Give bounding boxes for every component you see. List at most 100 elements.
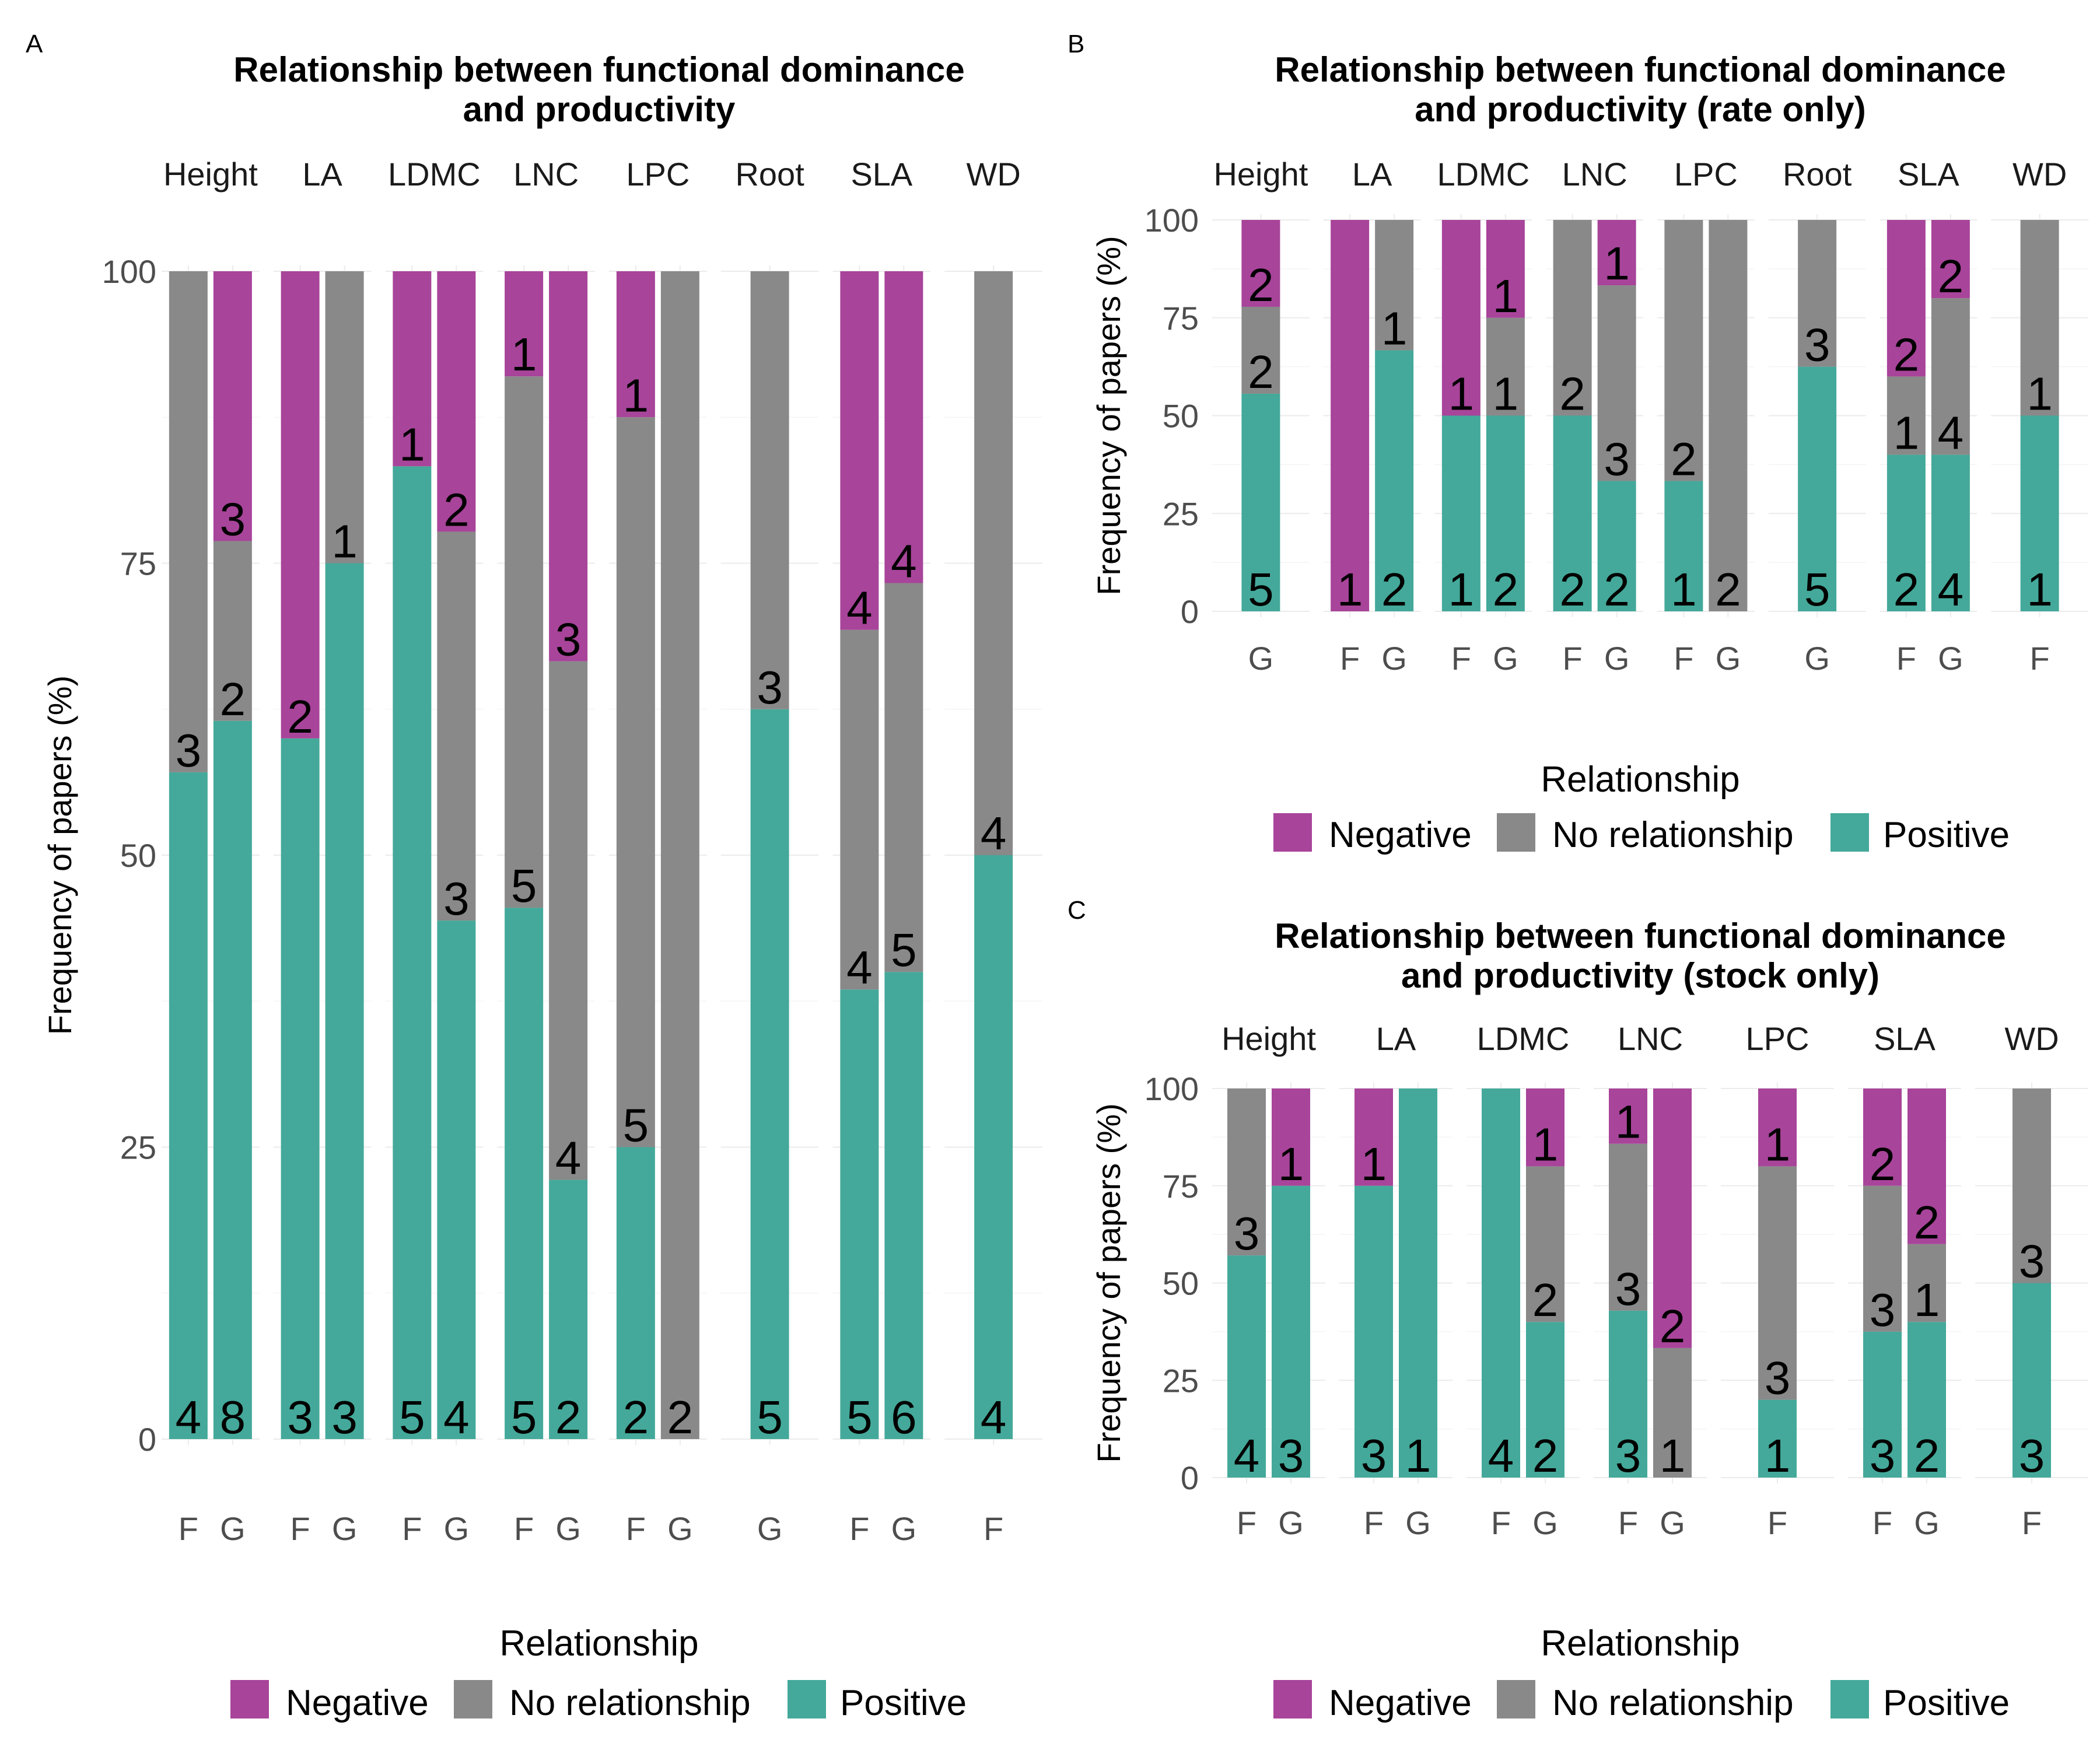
bar-segment-negative bbox=[1931, 220, 1970, 299]
segment-count-label: 2 bbox=[1248, 259, 1274, 311]
x-tick-label: F bbox=[1768, 1504, 1787, 1541]
legend-label: Negative bbox=[1329, 815, 1472, 855]
legend-label: Positive bbox=[1883, 1683, 2010, 1723]
facet-strip-label: SLA bbox=[1898, 156, 1959, 192]
facet-strip-label: WD bbox=[966, 156, 1020, 192]
x-tick-label: F bbox=[1364, 1504, 1384, 1541]
segment-count-label: 2 bbox=[555, 1391, 582, 1443]
bar-segment-positive bbox=[1553, 415, 1592, 611]
x-tick-label: G bbox=[444, 1510, 470, 1547]
legend: Relationship Negative No relationship Posit… bbox=[1273, 760, 2010, 855]
bar-segment-positive bbox=[616, 1147, 655, 1439]
bar-segment-positive bbox=[1908, 1322, 1946, 1478]
bar-segment-no-relationship bbox=[884, 583, 923, 972]
x-tick-label: G bbox=[1716, 640, 1741, 677]
bar-segment-negative bbox=[1526, 1088, 1564, 1167]
legend-swatch-negative bbox=[1273, 1680, 1312, 1718]
facet-strip-label: Root bbox=[735, 156, 804, 192]
x-tick-label: F bbox=[1896, 640, 1916, 677]
bar-segment-no-relationship bbox=[549, 661, 588, 1180]
bar-segment-positive bbox=[1863, 1331, 1902, 1478]
bar-segment-no-relationship bbox=[1863, 1185, 1902, 1332]
bar-segment-no-relationship bbox=[1553, 220, 1592, 416]
segment-count-label: 5 bbox=[623, 1100, 649, 1152]
segment-count-label: 2 bbox=[1559, 368, 1586, 420]
y-tick-label: 0 bbox=[138, 1421, 156, 1458]
bar-segment-positive bbox=[750, 709, 789, 1439]
segment-count-label: 1 bbox=[1405, 1430, 1432, 1482]
bar-segment-positive bbox=[1931, 454, 1970, 611]
bar-segment-no-relationship bbox=[840, 629, 879, 990]
bar-segment-no-relationship bbox=[1597, 285, 1636, 481]
segment-count-label: 3 bbox=[1804, 319, 1831, 371]
bar-segment-negative bbox=[281, 271, 320, 738]
legend-swatch-no-relationship bbox=[454, 1680, 492, 1718]
segment-count-label: 2 bbox=[1894, 328, 1920, 380]
segment-count-label: 3 bbox=[1234, 1208, 1260, 1259]
segment-count-label: 4 bbox=[981, 1391, 1007, 1443]
segment-count-label: 4 bbox=[846, 942, 873, 993]
segment-count-label: 2 bbox=[220, 673, 246, 725]
bar-segment-no-relationship bbox=[505, 376, 544, 908]
x-tick-label: G bbox=[891, 1510, 917, 1547]
segment-count-label: 5 bbox=[1804, 564, 1831, 615]
segment-count-label: 3 bbox=[1870, 1430, 1896, 1482]
segment-count-label: 1 bbox=[1361, 1138, 1387, 1190]
y-axis-label: Frequency of papers (%) bbox=[1090, 1103, 1127, 1462]
legend-swatch-negative bbox=[230, 1680, 269, 1718]
bar-segment-positive bbox=[840, 989, 879, 1439]
segment-count-label: 4 bbox=[1938, 407, 1964, 459]
legend-swatch-positive bbox=[1831, 1680, 1869, 1718]
segment-count-label: 3 bbox=[2019, 1236, 2045, 1287]
legend-title: Relationship bbox=[1541, 1623, 1740, 1664]
segment-count-label: 4 bbox=[846, 582, 873, 634]
x-tick-label: F bbox=[1563, 640, 1583, 677]
segment-count-label: 2 bbox=[287, 691, 313, 743]
bar-segment-no-relationship bbox=[750, 271, 789, 709]
facet-lnc: LNC 5 5 1 F 2 4 3 G bbox=[497, 156, 595, 1547]
chart-title: and productivity (rate only) bbox=[1415, 90, 1866, 129]
facet-strip-label: LPC bbox=[1674, 156, 1738, 192]
x-tick-label: F bbox=[1451, 640, 1471, 677]
segment-count-label: 5 bbox=[891, 924, 917, 976]
segment-count-label: 2 bbox=[1870, 1138, 1896, 1190]
segment-count-label: 1 bbox=[2027, 368, 2053, 420]
legend-label: No relationship bbox=[1552, 1683, 1794, 1723]
bar-segment-no-relationship bbox=[1931, 298, 1970, 455]
legend-label: Positive bbox=[840, 1683, 967, 1723]
y-tick-label: 100 bbox=[1144, 202, 1199, 239]
panel-letter: B bbox=[1068, 30, 1084, 58]
facet-wd: WD 3 3 F bbox=[1975, 1020, 2088, 1541]
x-tick-label: G bbox=[1604, 640, 1630, 677]
y-tick-label: 25 bbox=[120, 1129, 156, 1166]
bar-segment-no-relationship bbox=[660, 271, 699, 1439]
bar-segment-positive bbox=[884, 972, 923, 1439]
x-tick-label: F bbox=[984, 1510, 1003, 1547]
x-tick-label: G bbox=[332, 1510, 358, 1547]
segment-count-label: 2 bbox=[1493, 564, 1519, 615]
segment-count-label: 2 bbox=[623, 1391, 649, 1443]
facet-strip-label: LA bbox=[1376, 1020, 1416, 1057]
bar-segment-positive bbox=[1597, 481, 1636, 611]
segment-count-label: 3 bbox=[1870, 1284, 1896, 1336]
bar-segment-no-relationship bbox=[213, 541, 252, 721]
chart-title: Relationship between functional dominanc… bbox=[1275, 50, 2006, 89]
panel-b: B Relationship between functional dominan… bbox=[1068, 30, 2088, 855]
facet-strip-label: LPC bbox=[626, 156, 690, 192]
bar-segment-positive bbox=[1399, 1088, 1437, 1478]
facet-wd: WD 1 1 F bbox=[1991, 156, 2088, 677]
y-tick-label: 0 bbox=[1181, 593, 1199, 630]
segment-count-label: 2 bbox=[443, 484, 470, 536]
y-tick-label: 0 bbox=[1181, 1460, 1199, 1496]
bar-segment-positive bbox=[1758, 1399, 1797, 1478]
x-tick-label: G bbox=[1938, 640, 1964, 677]
facet-strip-label: WD bbox=[2004, 1020, 2059, 1057]
facet-height: Height 5 2 2 G bbox=[1212, 156, 1310, 677]
